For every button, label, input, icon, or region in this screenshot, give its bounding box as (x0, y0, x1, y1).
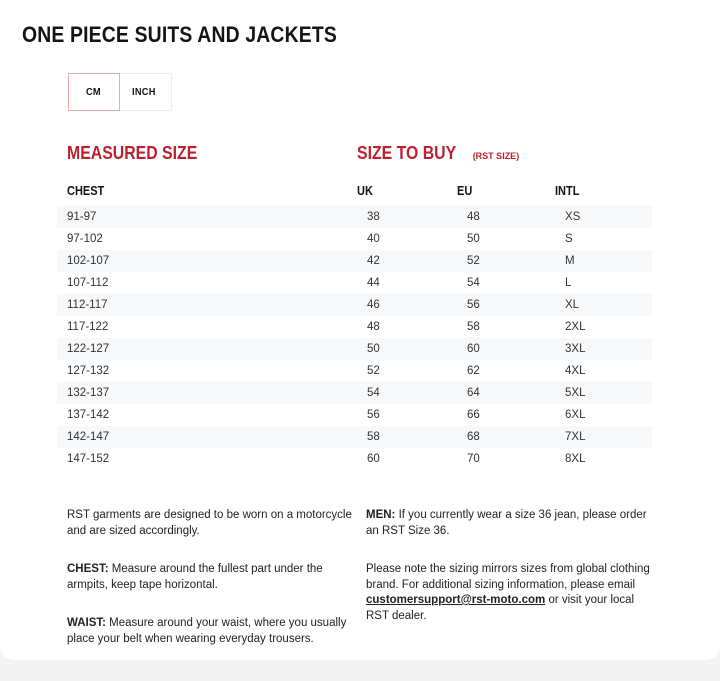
unit-inch-label: INCH (132, 86, 156, 98)
cell-chest: 122-127 (67, 343, 110, 355)
column-header-intl: INTL (555, 184, 580, 198)
cell-chest: 147-152 (67, 453, 110, 465)
cell-chest: 102-107 (67, 255, 110, 267)
table-row: 107-112 44 54 L (57, 272, 652, 294)
cell-intl: L (565, 277, 572, 289)
cell-eu: 64 (467, 387, 480, 399)
unit-toggle: CM INCH (68, 73, 172, 111)
cell-intl: 6XL (565, 409, 586, 421)
cell-chest: 132-137 (67, 387, 110, 399)
unit-cm-button[interactable]: CM (68, 73, 120, 111)
table-row: 127-132 52 62 4XL (57, 360, 652, 382)
cell-uk: 58 (367, 431, 380, 443)
sizing-notes: RST garments are designed to be worn on … (67, 508, 650, 647)
cell-eu: 60 (467, 343, 480, 355)
cell-eu: 48 (467, 211, 480, 223)
cell-intl: 8XL (565, 453, 586, 465)
measured-size-heading: MEASURED SIZE (67, 143, 198, 163)
unit-inch-button[interactable]: INCH (119, 73, 172, 111)
cell-uk: 54 (367, 387, 380, 399)
support-email-link[interactable]: customersupport@rst-moto.com (366, 594, 546, 606)
cell-intl: 2XL (565, 321, 586, 333)
cell-chest: 117-122 (67, 321, 109, 333)
cell-eu: 58 (467, 321, 480, 333)
cell-intl: XL (565, 299, 580, 311)
note-sizing-info: Please note the sizing mirrors sizes fro… (366, 563, 650, 622)
cell-uk: 38 (367, 211, 380, 223)
cell-eu: 70 (467, 453, 480, 465)
cell-eu: 62 (467, 365, 480, 377)
page-title: ONE PIECE SUITS AND JACKETS (22, 22, 380, 48)
cell-intl: 3XL (565, 343, 586, 355)
cell-uk: 60 (367, 453, 380, 465)
table-row: 91-97 38 48 XS (57, 206, 652, 228)
cell-intl: XS (565, 211, 581, 223)
cell-chest: 107-112 (67, 277, 109, 289)
cell-chest: 91-97 (67, 211, 97, 223)
note-general: RST garments are designed to be worn on … (67, 509, 352, 537)
cell-uk: 50 (367, 343, 380, 355)
table-row: 132-137 54 64 5XL (57, 382, 652, 404)
cell-chest: 127-132 (67, 365, 110, 377)
note-waist: WAIST: Measure around your waist, where … (67, 617, 347, 645)
table-row: 102-107 42 52 M (57, 250, 652, 272)
size-table: 91-97 38 48 XS 97-102 40 50 S 102-107 42… (57, 206, 652, 470)
note-waist-label: WAIST: (67, 617, 106, 629)
note-men: MEN: If you currently wear a size 36 jea… (366, 509, 647, 537)
note-chest-label: CHEST: (67, 563, 109, 575)
cell-chest: 142-147 (67, 431, 110, 443)
cell-eu: 56 (467, 299, 480, 311)
cell-eu: 52 (467, 255, 480, 267)
column-header-chest: CHEST (67, 184, 105, 198)
cell-uk: 48 (367, 321, 380, 333)
unit-cm-label: CM (85, 86, 101, 98)
cell-uk: 42 (367, 255, 380, 267)
cell-intl: 5XL (565, 387, 586, 399)
cell-eu: 68 (467, 431, 480, 443)
size-chart-card: ONE PIECE SUITS AND JACKETS CM INCH MEAS… (0, 0, 720, 660)
cell-uk: 40 (367, 233, 380, 245)
table-row: 142-147 58 68 7XL (57, 426, 652, 448)
cell-uk: 56 (367, 409, 380, 421)
table-row: 97-102 40 50 S (57, 228, 652, 250)
cell-intl: 7XL (565, 431, 586, 443)
cell-uk: 52 (367, 365, 380, 377)
table-row: 112-117 46 56 XL (57, 294, 652, 316)
note-men-label: MEN: (366, 509, 396, 521)
table-row: 147-152 60 70 8XL (57, 448, 652, 470)
rst-size-note: (RST SIZE) (472, 151, 520, 161)
column-header-eu: EU (457, 184, 473, 198)
cell-chest: 97-102 (67, 233, 103, 245)
note-chest: CHEST: Measure around the fullest part u… (67, 563, 323, 591)
cell-intl: M (565, 255, 575, 267)
table-column-headers: CHEST UK EU INTL (0, 184, 720, 200)
table-row: 117-122 48 58 2XL (57, 316, 652, 338)
table-row: 137-142 56 66 6XL (57, 404, 652, 426)
cell-uk: 44 (367, 277, 380, 289)
cell-eu: 66 (467, 409, 480, 421)
size-to-buy-heading: SIZE TO BUY (RST SIZE) (357, 143, 520, 163)
cell-chest: 137-142 (67, 409, 110, 421)
table-row: 122-127 50 60 3XL (57, 338, 652, 360)
cell-uk: 46 (367, 299, 380, 311)
cell-intl: S (565, 233, 573, 245)
sizing-notes-left: RST garments are designed to be worn on … (67, 508, 354, 647)
cell-chest: 112-117 (67, 299, 108, 311)
sizing-notes-right: MEN: If you currently wear a size 36 jea… (366, 508, 650, 647)
column-header-uk: UK (357, 184, 373, 198)
page-title-text: ONE PIECE SUITS AND JACKETS (22, 22, 337, 47)
cell-eu: 54 (467, 277, 480, 289)
cell-eu: 50 (467, 233, 480, 245)
cell-intl: 4XL (565, 365, 586, 377)
